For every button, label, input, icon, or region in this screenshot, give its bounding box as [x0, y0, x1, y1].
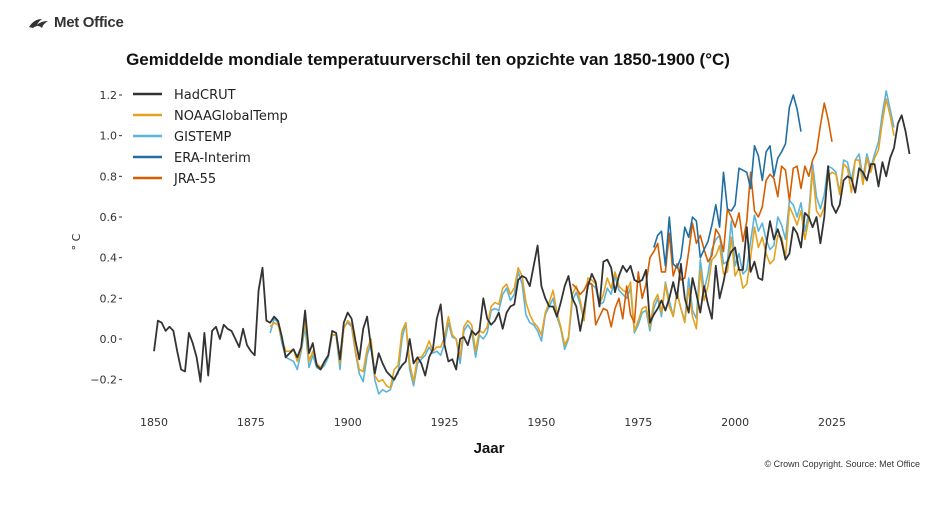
y-tick-label: 1.0	[100, 130, 118, 143]
legend-label: GISTEMP	[174, 130, 232, 145]
x-tick-label: 2000	[721, 416, 749, 429]
x-tick-label: 1925	[431, 416, 459, 429]
y-tick-label: 0.8	[100, 170, 118, 183]
chart-lines	[153, 90, 911, 395]
series-line-era-interim	[653, 94, 802, 269]
y-tick-label: 0.4	[100, 252, 118, 265]
series-line-hadcrut	[153, 114, 911, 383]
x-tick-label: 1975	[624, 416, 652, 429]
y-tick-label: 0.0	[100, 333, 118, 346]
chart-title: Gemiddelde mondiale temperatuurverschil …	[126, 50, 730, 69]
copyright-notice: © Crown Copyright. Source: Met Office	[764, 459, 920, 469]
met-office-swirl-icon	[29, 18, 48, 28]
series-line-jra-55	[571, 102, 833, 328]
chart-legend: HadCRUT NOAAGlobalTemp GISTEMP ERA-Interim J…	[133, 88, 288, 187]
legend-label: HadCRUT	[174, 88, 236, 103]
y-axis-label: ° C	[70, 233, 83, 250]
y-tick-label: 0.2	[100, 292, 118, 305]
legend-label: NOAAGlobalTemp	[174, 109, 288, 124]
chart-axes: 1850 1875 1900 1925 1950 1975 2000 2025 −0.2 0.0 0…	[70, 89, 846, 457]
y-tick-label: 1.2	[100, 89, 118, 102]
logo-text: Met Office	[54, 14, 124, 31]
x-axis-label: Jaar	[474, 440, 505, 457]
met-office-logo: Met Office	[28, 14, 124, 31]
x-tick-label: 2025	[818, 416, 846, 429]
x-tick-label: 1900	[334, 416, 362, 429]
x-tick-label: 1950	[527, 416, 555, 429]
y-tick-label: −0.2	[90, 374, 117, 387]
legend-label: ERA-Interim	[174, 151, 251, 166]
x-tick-label: 1850	[140, 416, 168, 429]
legend-label: JRA-55	[173, 172, 216, 187]
y-tick-label: 0.6	[100, 211, 118, 224]
x-tick-label: 1875	[237, 416, 265, 429]
